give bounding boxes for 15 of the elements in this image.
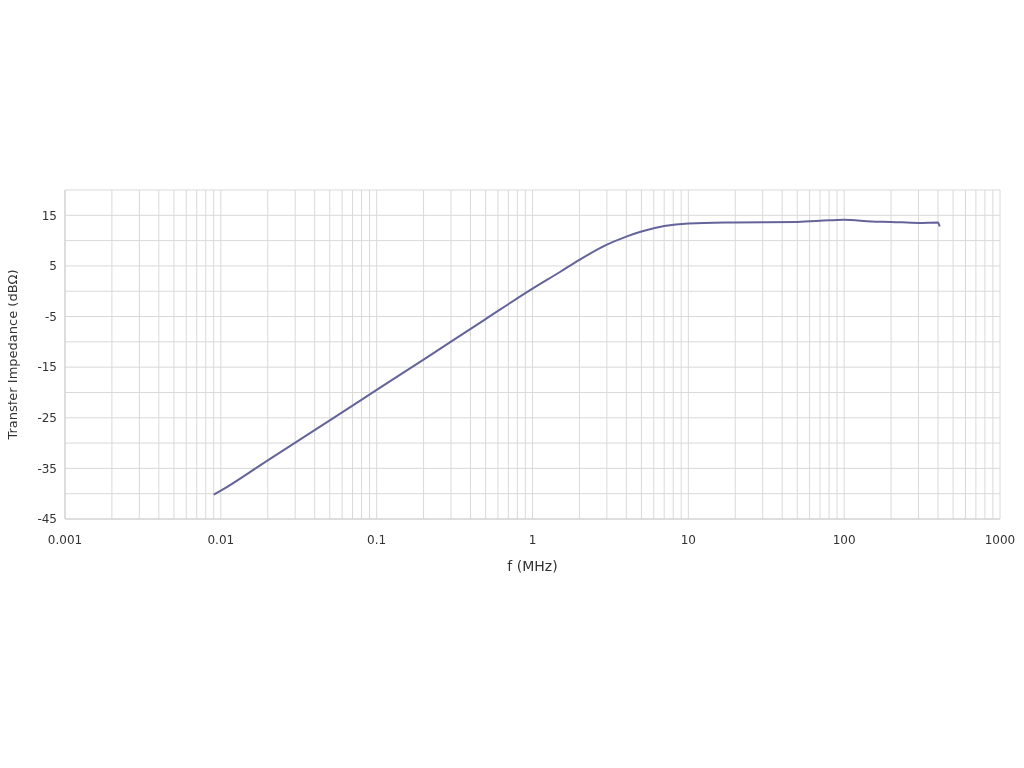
y-tick-label: 5 bbox=[49, 259, 57, 274]
x-tick-label: 1000 bbox=[984, 532, 1016, 547]
x-axis-title: f (MHz) bbox=[507, 558, 558, 574]
y-tick-label: -35 bbox=[37, 461, 57, 476]
y-tick-label: 15 bbox=[41, 208, 57, 223]
x-tick-label: 10 bbox=[680, 532, 696, 547]
y-tick-label: -25 bbox=[37, 411, 57, 426]
y-tick-label: -45 bbox=[37, 512, 57, 527]
y-tick-label: -5 bbox=[45, 309, 57, 324]
x-tick-label: 0.001 bbox=[47, 532, 83, 547]
x-tick-label: 0.1 bbox=[367, 532, 387, 547]
x-tick-label: 100 bbox=[832, 532, 856, 547]
x-tick-label: 1 bbox=[528, 532, 537, 547]
x-tick-label: 0.01 bbox=[207, 532, 235, 547]
y-tick-label: -15 bbox=[37, 360, 57, 375]
